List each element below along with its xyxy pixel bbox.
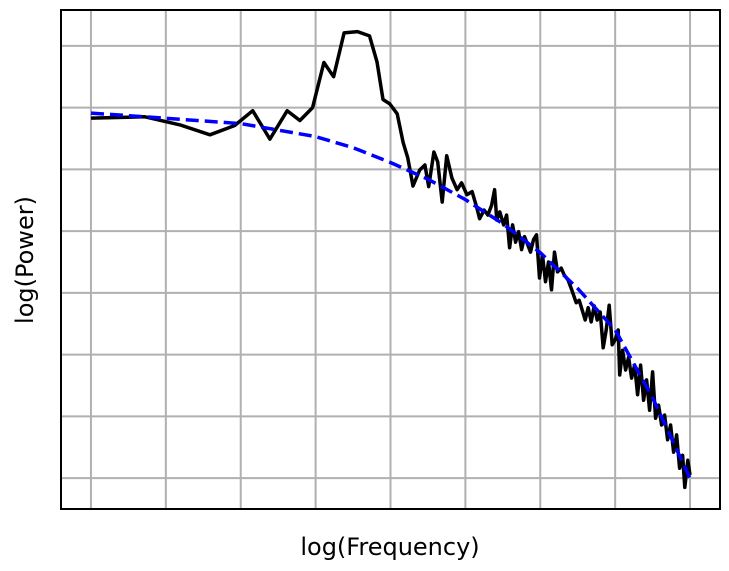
fit-line-dashed — [90, 111, 692, 479]
y-axis-label: log(Power) — [11, 196, 39, 324]
plot-frame — [60, 9, 721, 510]
series-group — [90, 29, 692, 490]
grid — [61, 10, 720, 509]
x-axis-label: log(Frequency) — [300, 533, 479, 561]
